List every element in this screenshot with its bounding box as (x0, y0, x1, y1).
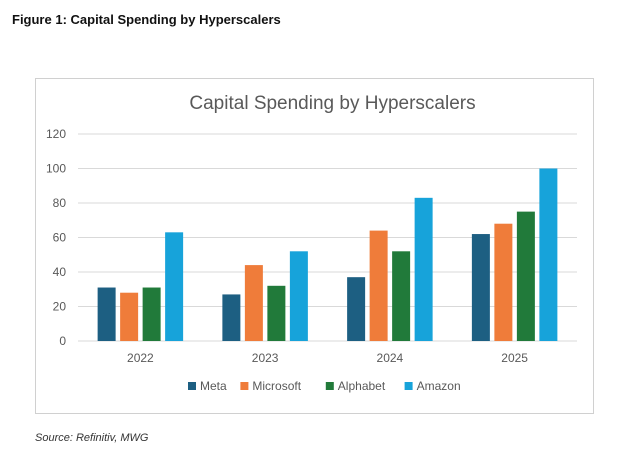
legend-swatch-alphabet (325, 382, 334, 390)
bar-alphabet-2023 (267, 285, 286, 341)
bar-meta-2024 (347, 277, 366, 341)
bar-microsoft-2023 (244, 265, 263, 341)
bar-amazon-2023 (289, 251, 308, 341)
y-tick-label: 100 (46, 162, 66, 176)
legend-label-alphabet: Alphabet (338, 379, 386, 393)
x-tick-label: 2023 (252, 351, 279, 365)
bar-microsoft-2025 (494, 223, 513, 341)
bar-meta-2023 (222, 294, 241, 341)
y-tick-label: 80 (53, 196, 67, 210)
y-tick-label: 120 (46, 127, 66, 141)
bar-meta-2022 (97, 287, 116, 341)
chart-title: Capital Spending by Hyperscalers (189, 93, 475, 114)
legend-label-amazon: Amazon (417, 379, 461, 393)
bar-amazon-2022 (165, 232, 184, 341)
y-tick-label: 0 (59, 334, 66, 348)
bar-microsoft-2024 (369, 230, 388, 341)
bar-alphabet-2025 (516, 211, 535, 341)
bar-meta-2025 (471, 234, 490, 341)
y-tick-label: 40 (53, 265, 67, 279)
source-note: Source: Refinitiv, MWG (35, 432, 149, 444)
x-tick-label: 2024 (377, 351, 404, 365)
legend-label-microsoft: Microsoft (252, 379, 301, 393)
figure-title: Figure 1: Capital Spending by Hyperscale… (12, 12, 281, 27)
bar-amazon-2024 (414, 197, 433, 341)
bar-alphabet-2024 (392, 251, 411, 341)
legend-label-meta: Meta (200, 379, 227, 393)
chart-container: Capital Spending by Hyperscalers 0 20 40 60 8… (35, 78, 594, 414)
y-tick-label: 60 (53, 231, 67, 245)
bar-microsoft-2022 (120, 292, 139, 341)
bar-chart: Capital Spending by Hyperscalers 0 20 40 60 8… (46, 93, 577, 393)
y-tick-label: 20 (53, 300, 67, 314)
x-tick-label: 2025 (501, 351, 528, 365)
legend-swatch-amazon (404, 382, 413, 390)
x-tick-label: 2022 (127, 351, 154, 365)
legend-swatch-microsoft (240, 382, 249, 390)
bar-amazon-2025 (539, 168, 558, 341)
bar-alphabet-2022 (142, 287, 161, 341)
legend-swatch-meta (188, 382, 196, 390)
